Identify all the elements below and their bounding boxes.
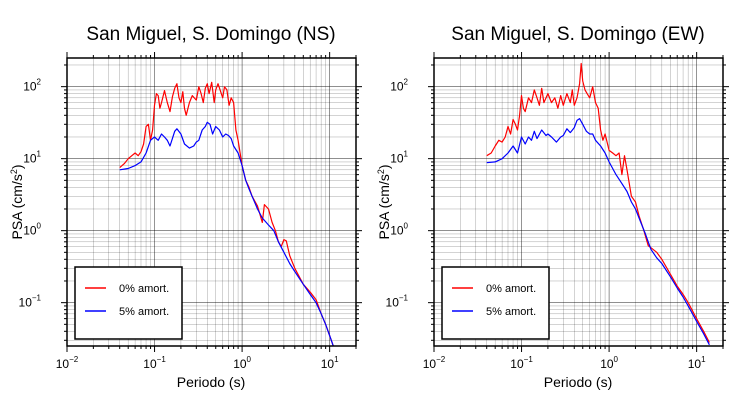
y-tick-label: 100 [390, 222, 408, 238]
x-tick-label: 101 [688, 355, 706, 371]
x-tick-label: 10−2 [56, 355, 79, 371]
x-axis-label-ew: Periodo (s) [544, 374, 612, 390]
y-tick-label: 102 [390, 78, 408, 94]
y-tick-label: 101 [23, 150, 41, 166]
y-axis-label-ew: PSA (cm/s2) [376, 164, 392, 239]
plot-area-ns: 10−2 10−1 100 101 10−1 100 101 102 0% amort. 5% a… [19, 52, 362, 371]
panel-ns: San Miguel, S. Domingo (NS) 10−2 10−1 100 1… [9, 24, 362, 390]
x-tick-label: 101 [321, 355, 339, 371]
y-axis-label-ns: PSA (cm/s2) [9, 164, 25, 239]
y-tick-label: 101 [390, 150, 408, 166]
y-axis-label-ns-end: ) [9, 164, 25, 169]
legend-label-undamped: 0% amort. [119, 283, 169, 295]
plot-frame-ew [433, 57, 724, 347]
grid-ew [433, 58, 724, 346]
y-axis-label-ew-end: ) [376, 164, 392, 169]
chart-title-ew: San Miguel, S. Domingo (EW) [451, 24, 704, 45]
plot-area-ew: 10−2 10−1 100 101 10−1 100 101 102 0% amort. 5% a… [386, 52, 729, 371]
x-tick-label: 100 [600, 355, 618, 371]
y-tick-label: 10−1 [19, 294, 42, 310]
x-tick-label: 100 [233, 355, 251, 371]
x-axis-label-ns: Periodo (s) [177, 374, 245, 390]
x-tick-label: 10−2 [423, 355, 446, 371]
ticks-ew [428, 52, 729, 352]
legend-label-damped: 5% amort. [119, 306, 169, 318]
series-group-ew [486, 62, 710, 346]
chart-title-ns: San Miguel, S. Domingo (NS) [86, 24, 335, 45]
y-tick-label: 102 [23, 78, 41, 94]
x-tick-label: 10−1 [143, 355, 166, 371]
grid-ns [66, 58, 357, 346]
y-axis-label-ew-sup: 2 [376, 169, 386, 174]
series-group-ns [119, 81, 334, 346]
y-axis-label-ew-main: PSA (cm/s [376, 174, 392, 239]
legend-label-undamped: 0% amort. [486, 283, 536, 295]
legend-label-damped: 5% amort. [486, 306, 536, 318]
legend-ew: 0% amort. 5% amort. [441, 266, 550, 340]
legend-box [441, 266, 550, 340]
y-axis-label-ns-main: PSA (cm/s [9, 174, 25, 239]
y-tick-label: 100 [23, 222, 41, 238]
panel-ew: San Miguel, S. Domingo (EW) 10−2 10−1 100 1… [376, 24, 729, 390]
plot-frame-ns [66, 57, 357, 347]
series-line-damped-ew [486, 117, 710, 346]
y-axis-label-ns-sup: 2 [9, 169, 19, 174]
legend-box [74, 266, 183, 340]
x-tick-label: 10−1 [510, 355, 533, 371]
ticks-ns [61, 52, 362, 352]
legend-ns: 0% amort. 5% amort. [74, 266, 183, 340]
y-tick-label: 10−1 [386, 294, 409, 310]
series-line-damped-ns [119, 121, 334, 346]
